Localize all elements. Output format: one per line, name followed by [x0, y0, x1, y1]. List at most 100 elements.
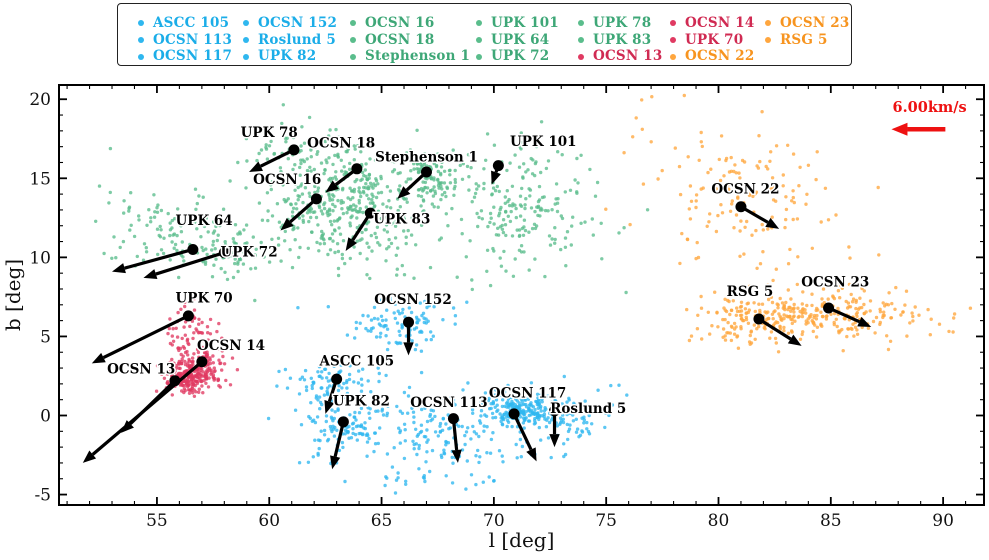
- scatter-stray-3: [94, 146, 141, 227]
- cluster-label: OCSN 16: [253, 172, 321, 188]
- legend-marker-icon: [350, 53, 356, 60]
- legend-marker-icon: [243, 53, 249, 60]
- annotation-ocsn-13: OCSN 13: [106, 360, 181, 433]
- x-axis-label: l [deg]: [489, 528, 555, 552]
- legend-marker-icon: [138, 37, 144, 43]
- annotation-upk-101: UPK 101: [491, 132, 578, 185]
- cluster-label: UPK 64: [176, 213, 233, 229]
- legend-item-upk-64: UPK 64: [476, 32, 549, 49]
- cluster-center-dot: [337, 416, 349, 428]
- cluster-label: OCSN 14: [197, 338, 265, 354]
- cluster-label: Roslund 5: [550, 401, 626, 417]
- cluster-label: ASCC 105: [319, 354, 395, 370]
- annotation-upk-72: UPK 72: [143, 243, 279, 280]
- legend-label: OCSN 14: [685, 14, 755, 31]
- legend-box: ASCC 105 OCSN 113 OCSN 117 OCSN 152 Roslund …: [117, 3, 852, 66]
- legend-marker-icon: [138, 53, 144, 60]
- annotation-ocsn-22: OCSN 22: [710, 180, 781, 229]
- velocity-scale: 6.00km/s: [891, 99, 967, 136]
- legend-item-ocsn-113: OCSN 113: [138, 32, 232, 49]
- legend-label: OCSN 117: [153, 48, 233, 64]
- cluster-center-dot: [310, 193, 322, 205]
- legend-label: OCSN 113: [153, 31, 233, 48]
- cluster-label: OCSN 152: [374, 292, 451, 308]
- annotation-ocsn-152: OCSN 152: [373, 291, 453, 356]
- scatter-ascc-105: [275, 357, 388, 412]
- axes-frame: [58, 84, 985, 506]
- annotation-upk-64: UPK 64: [112, 211, 234, 274]
- legend-item-upk-72: UPK 72: [476, 48, 549, 65]
- legend-item-upk-70: UPK 70: [670, 32, 743, 49]
- cluster-center-dot: [549, 405, 561, 417]
- legend-marker-icon: [476, 53, 482, 60]
- cluster-label: UPK 83: [373, 211, 430, 227]
- cluster-label: UPK 72: [220, 245, 277, 261]
- legend-label: OCSN 13: [593, 48, 663, 64]
- legend-item-roslund-5: Roslund 5: [243, 32, 336, 49]
- cluster-center-dot: [735, 201, 747, 213]
- legend-label: OCSN 18: [365, 31, 435, 48]
- cluster-label: OCSN 13: [107, 362, 175, 378]
- legend-label: OCSN 22: [685, 48, 755, 64]
- legend-marker-icon: [243, 37, 249, 43]
- legend-item-ocsn-23: OCSN 23: [765, 15, 849, 32]
- cluster-center-dot: [420, 166, 432, 178]
- legend-marker-icon: [138, 20, 144, 26]
- scatter-upk-101: [417, 120, 650, 295]
- legend-item-upk-82: UPK 82: [243, 48, 316, 65]
- legend-item-ocsn-22: OCSN 22: [670, 48, 754, 65]
- cluster-label: UPK 82: [333, 393, 390, 409]
- y-tick-label: 10: [29, 248, 51, 268]
- annotation-stephenson-1: Stephenson 1: [374, 148, 479, 199]
- cluster-center-dot: [331, 373, 343, 385]
- cluster-center-dot: [492, 160, 504, 172]
- legend-label: UPK 78: [593, 14, 652, 31]
- cluster-label: OCSN 113: [410, 395, 487, 411]
- legend-label: UPK 83: [593, 31, 652, 48]
- legend-marker-icon: [765, 20, 771, 26]
- x-tick-label: 60: [258, 511, 280, 531]
- legend-label: UPK 64: [491, 31, 550, 48]
- annotation-upk-83: UPK 83: [345, 207, 432, 252]
- cluster-center-dot: [288, 144, 300, 156]
- tick-labels: 55 60 65 70 75 80 85 90 -5 0 5 10 15 20: [29, 90, 954, 531]
- legend-marker-icon: [476, 37, 482, 43]
- cluster-label: OCSN 117: [489, 385, 566, 401]
- annotation-upk-82: UPK 82: [330, 392, 391, 470]
- cluster-center-dot: [351, 163, 363, 175]
- cluster-label: OCSN 23: [801, 275, 869, 291]
- cluster-label: OCSN 22: [711, 181, 779, 197]
- cluster-center-dot: [403, 316, 415, 328]
- scatter-stray-0: [343, 471, 496, 495]
- legend-label: UPK 101: [491, 14, 559, 31]
- cluster-label: UPK 70: [176, 290, 233, 306]
- scatter-upk-70: [166, 294, 224, 367]
- scatter-roslund-5: [506, 374, 611, 459]
- legend-item-rsg-5: RSG 5: [765, 32, 828, 49]
- x-tick-label: 80: [708, 511, 730, 531]
- scatter-stray-1: [596, 383, 629, 407]
- legend-item-upk-78: UPK 78: [578, 15, 651, 32]
- cluster-center-dot: [196, 356, 208, 368]
- legend-label: Roslund 5: [258, 31, 336, 48]
- annotation-roslund-5: Roslund 5: [549, 400, 628, 448]
- cluster-center-dot: [218, 247, 230, 259]
- legend-marker-icon: [243, 20, 249, 26]
- cluster-label: UPK 101: [510, 134, 577, 150]
- y-tick-label: -5: [34, 486, 51, 506]
- legend-marker-icon: [578, 53, 584, 60]
- annotation-upk-70: UPK 70: [91, 289, 234, 364]
- y-tick-label: 20: [29, 90, 51, 110]
- legend-item-ocsn-117: OCSN 117: [138, 48, 232, 65]
- legend-label: UPK 72: [491, 48, 550, 64]
- annotation-ocsn-23: OCSN 23: [800, 273, 872, 327]
- legend-item-ocsn-18: OCSN 18: [350, 32, 434, 49]
- x-tick-label: 85: [820, 511, 842, 531]
- legend-marker-icon: [670, 53, 676, 60]
- legend-label: RSG 5: [780, 31, 828, 48]
- y-tick-label: 5: [40, 327, 51, 347]
- annotation-ocsn-16: OCSN 16: [252, 170, 323, 231]
- cluster-label: UPK 78: [241, 125, 298, 141]
